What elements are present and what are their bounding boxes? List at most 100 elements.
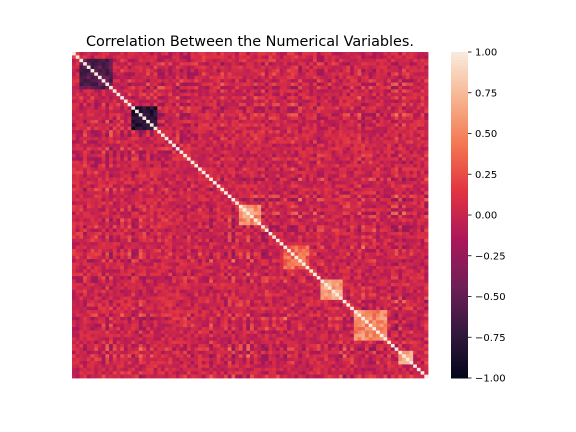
heatmap-cell: [342, 58, 347, 63]
heatmap-cell: [198, 143, 203, 148]
heatmap-cell: [79, 143, 84, 148]
heatmap-cell: [231, 85, 236, 90]
heatmap-cell: [294, 215, 299, 219]
heatmap-cell: [97, 218, 103, 223]
heatmap-cell: [257, 194, 262, 199]
heatmap-cell: [209, 99, 214, 104]
heatmap-cell: [75, 198, 80, 202]
heatmap-cell: [357, 147, 362, 151]
heatmap-cell: [194, 181, 199, 185]
heatmap-cell: [83, 140, 88, 145]
heatmap-cell: [97, 119, 103, 124]
heatmap-cell: [190, 201, 195, 206]
heatmap-cell: [268, 194, 273, 199]
heatmap-cell: [402, 225, 407, 229]
heatmap-cell: [164, 109, 169, 114]
heatmap-cell: [313, 99, 318, 104]
heatmap-cell: [283, 99, 288, 104]
heatmap-cell: [146, 82, 151, 87]
heatmap-cell: [413, 123, 418, 128]
heatmap-cell: [353, 113, 358, 117]
heatmap-cell: [212, 116, 218, 121]
heatmap-cell: [172, 106, 177, 111]
heatmap-cell: [216, 92, 221, 97]
heatmap-cell: [138, 174, 143, 179]
heatmap-cell: [183, 218, 188, 223]
heatmap-cell: [201, 133, 206, 138]
heatmap-cell: [250, 198, 255, 202]
heatmap-cell: [231, 55, 236, 60]
heatmap-cell: [123, 218, 129, 223]
heatmap-cell: [357, 116, 362, 121]
heatmap-cell: [261, 89, 266, 94]
heatmap-cell: [220, 85, 225, 90]
heatmap-cell: [316, 198, 321, 202]
heatmap-cell: [387, 62, 392, 66]
heatmap-cell: [227, 119, 232, 124]
heatmap-cell: [361, 109, 366, 114]
heatmap-cell: [227, 194, 232, 199]
heatmap-cell: [294, 184, 299, 189]
heatmap-cell: [242, 130, 247, 134]
heatmap-cell: [209, 116, 214, 121]
heatmap-cell: [250, 211, 255, 216]
heatmap-cell: [327, 221, 332, 226]
heatmap-cell: [238, 167, 243, 172]
heatmap-cell: [279, 79, 284, 83]
heatmap-cell: [287, 211, 292, 216]
heatmap-cell: [97, 215, 103, 219]
heatmap-cell: [231, 82, 236, 87]
heatmap-cell: [268, 198, 273, 202]
heatmap-cell: [275, 123, 281, 128]
heatmap-cell: [112, 109, 117, 114]
heatmap-cell: [268, 140, 273, 145]
heatmap-cell: [379, 79, 384, 83]
heatmap-cell: [120, 170, 125, 175]
heatmap-cell: [149, 82, 154, 87]
heatmap-cell: [90, 140, 95, 145]
heatmap-cell: [172, 89, 177, 94]
heatmap-cell: [90, 181, 95, 185]
heatmap-cell: [379, 194, 384, 199]
heatmap-cell: [372, 164, 377, 168]
heatmap-cell: [97, 113, 103, 117]
heatmap-cell: [424, 58, 429, 63]
heatmap-cell: [294, 52, 299, 56]
heatmap-cell: [242, 184, 247, 189]
heatmap-cell: [390, 177, 396, 182]
heatmap-cell: [75, 150, 80, 155]
heatmap-cell: [190, 164, 195, 168]
heatmap-cell: [86, 143, 91, 148]
heatmap-cell: [90, 177, 95, 182]
heatmap-cell: [149, 55, 154, 60]
heatmap-cell: [268, 187, 273, 192]
heatmap-cell: [242, 181, 247, 185]
heatmap-cell: [72, 177, 77, 182]
heatmap-cell: [75, 204, 80, 209]
heatmap-cell: [179, 150, 184, 155]
heatmap-cell: [353, 164, 358, 168]
heatmap-cell: [250, 150, 255, 155]
heatmap-cell: [194, 119, 199, 124]
heatmap-cell: [105, 194, 110, 199]
heatmap-cell: [164, 221, 169, 226]
heatmap-cell: [413, 187, 418, 192]
heatmap-cell: [257, 174, 262, 179]
heatmap-cell: [79, 75, 84, 80]
heatmap-cell: [123, 198, 129, 202]
heatmap-cell: [376, 157, 381, 162]
heatmap-cell: [420, 191, 425, 196]
heatmap-cell: [123, 157, 129, 162]
heatmap-cell: [172, 133, 177, 138]
heatmap-cell: [387, 221, 392, 226]
heatmap-cell: [72, 79, 77, 83]
heatmap-cell: [212, 201, 218, 206]
heatmap-cell: [383, 201, 388, 206]
heatmap-cell: [290, 123, 295, 128]
heatmap-cell: [331, 140, 336, 145]
heatmap-cell: [279, 174, 284, 179]
heatmap-cell: [75, 85, 80, 90]
heatmap-cell: [264, 62, 269, 66]
heatmap-cell: [198, 119, 203, 124]
heatmap-cell: [339, 218, 344, 223]
